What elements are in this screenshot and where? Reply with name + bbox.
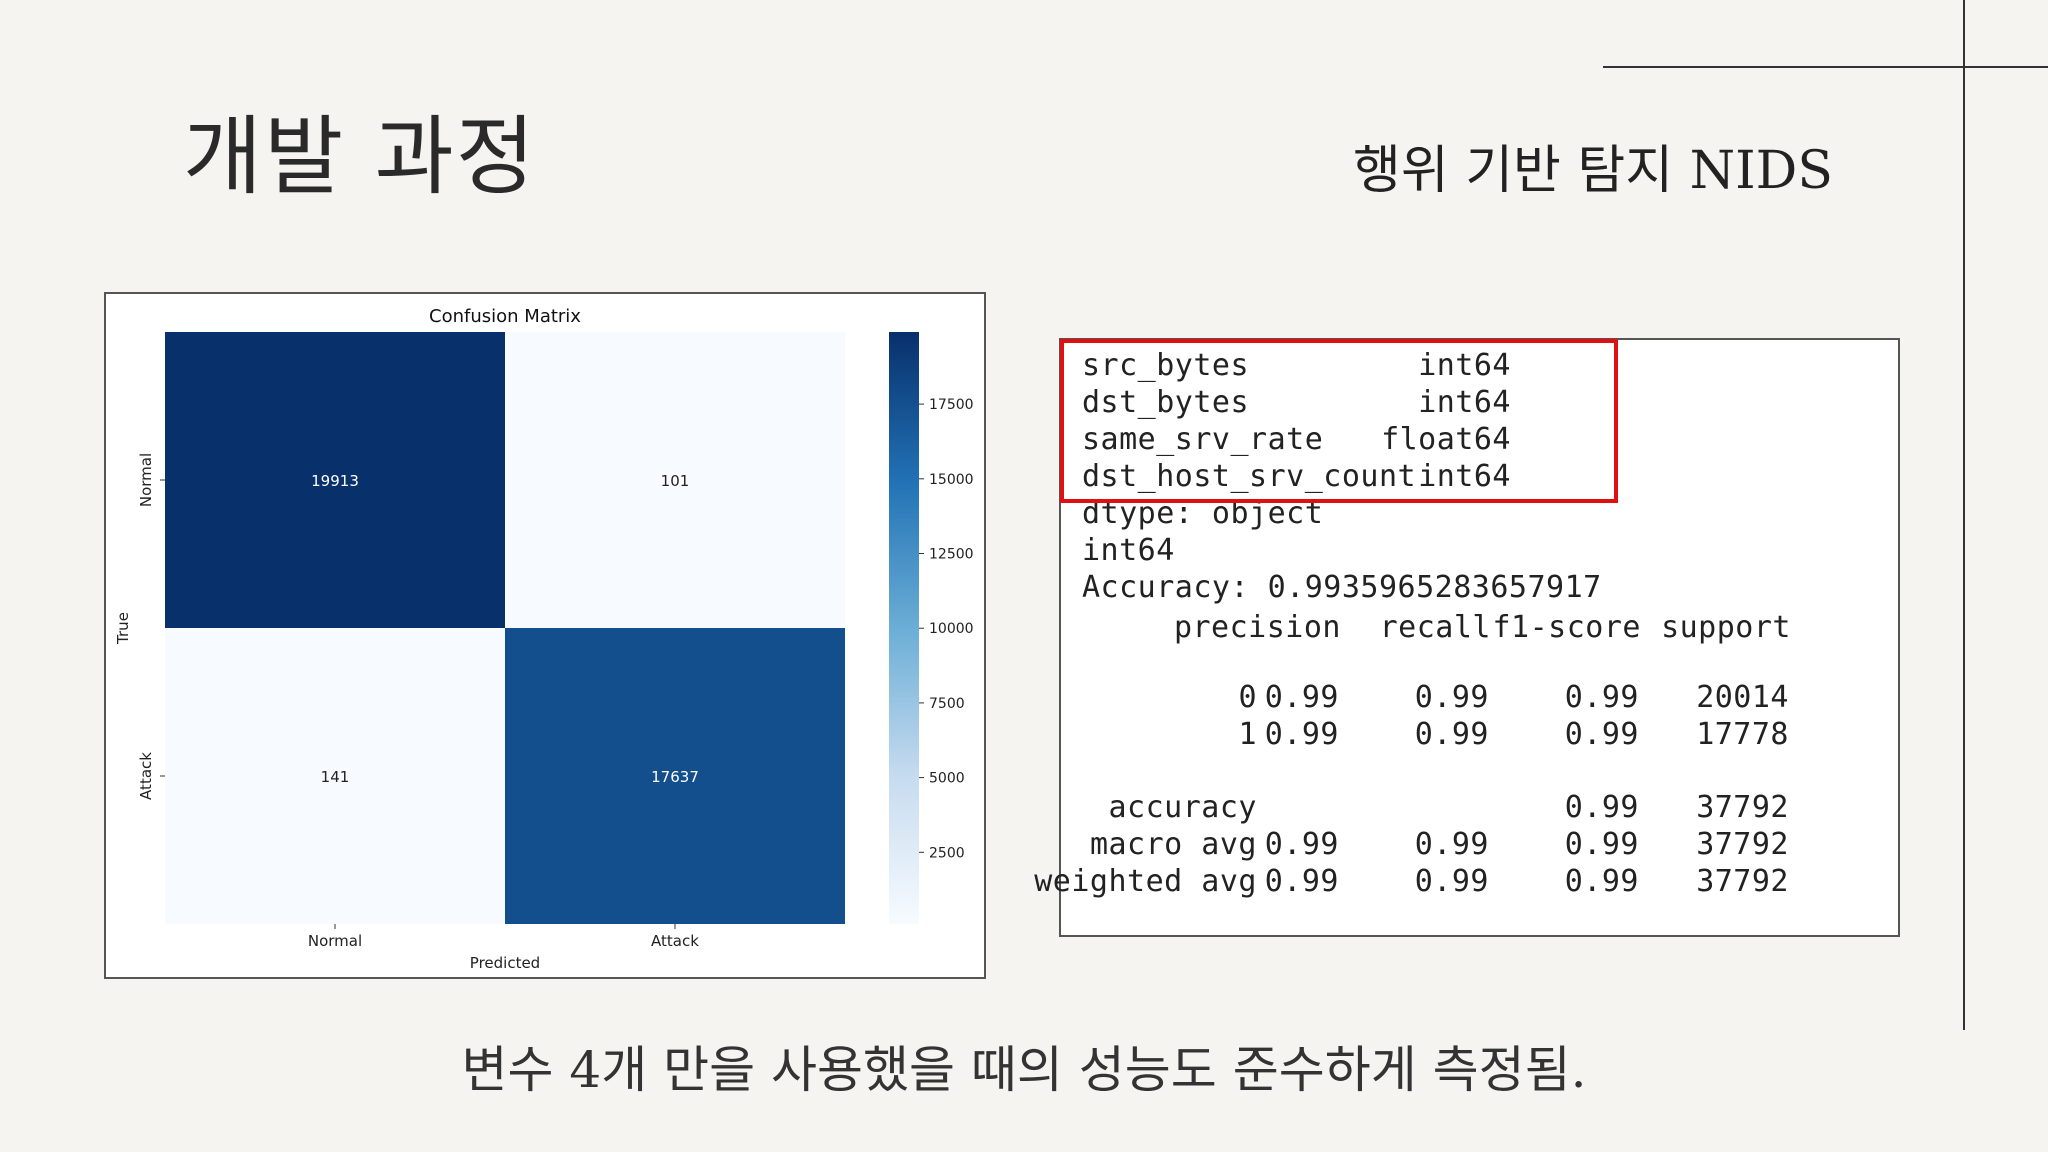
report-support: 17778: [1696, 717, 1789, 752]
x-tick-label: Normal: [308, 932, 362, 950]
colorbar: [889, 332, 919, 924]
report-column-header: support: [1661, 610, 1791, 645]
report-f1: 0.99: [1564, 864, 1639, 899]
y-tick-label: Normal: [137, 453, 155, 507]
decorative-line-horizontal: [1603, 66, 2048, 68]
report-precision: 0.99: [1264, 717, 1339, 752]
x-tick-label: Attack: [651, 932, 699, 950]
report-row-label: 0: [1238, 680, 1257, 715]
colorbar-tick-label: 12500: [929, 547, 974, 563]
feature-name: src_bytes: [1082, 348, 1250, 383]
chart-title: Confusion Matrix: [429, 306, 581, 327]
report-f1: 0.99: [1564, 680, 1639, 715]
colorbar-tick-label: 17500: [929, 397, 974, 413]
x-axis-label: Predicted: [470, 954, 540, 972]
report-precision: 0.99: [1264, 680, 1339, 715]
colorbar-tick-label: 5000: [929, 771, 965, 787]
cell-value-label: 19913: [311, 472, 359, 490]
cell-value-label: 141: [321, 768, 350, 786]
report-column-header: precision: [1173, 610, 1341, 645]
report-recall: 0.99: [1414, 864, 1489, 899]
decorative-line-vertical: [1963, 0, 1965, 1030]
feature-dtype: int64: [1418, 348, 1511, 383]
report-recall: 0.99: [1414, 827, 1489, 862]
cell-value-label: 17637: [651, 768, 699, 786]
colorbar-tick-label: 10000: [929, 621, 974, 637]
report-column-header: f1-score: [1492, 610, 1641, 645]
feature-name: dst_bytes: [1082, 385, 1250, 420]
feature-dtype: float64: [1381, 422, 1511, 457]
heatmap-cell: [505, 332, 845, 628]
colorbar-tick-label: 15000: [929, 472, 974, 488]
feature-name: same_srv_rate: [1082, 422, 1324, 457]
slide-title: 개발 과정: [183, 107, 537, 207]
slide-caption: 변수 4개 만을 사용했을 때의 성능도 준수하게 측정됨.: [461, 1041, 1587, 1099]
slide-subtitle: 행위 기반 탐지 NIDS: [1353, 141, 1833, 201]
accuracy-line: Accuracy: 0.9935965283657917: [1082, 570, 1602, 605]
report-recall: 0.99: [1414, 680, 1489, 715]
y-axis-label: True: [114, 612, 132, 645]
report-f1: 0.99: [1564, 827, 1639, 862]
report-summary-label: weighted avg: [1034, 864, 1257, 899]
colorbar-tick-label: 2500: [929, 845, 965, 861]
report-precision: 0.99: [1264, 864, 1339, 899]
report-f1: 0.99: [1564, 790, 1639, 825]
confusion-matrix-panel: 19913 101 141 17637 Confusion Matrix Normal At…: [104, 292, 986, 979]
report-precision: 0.99: [1264, 827, 1339, 862]
report-row-label: 1: [1238, 717, 1257, 752]
report-support: 37792: [1696, 864, 1789, 899]
classification-report-panel: src_bytes int64 dst_bytes int64 same_srv_rat…: [1034, 338, 1900, 937]
report-support: 37792: [1696, 790, 1789, 825]
feature-name: dst_host_srv_count: [1082, 459, 1417, 494]
heatmap-cell: [165, 628, 505, 924]
report-support: 20014: [1696, 680, 1789, 715]
confusion-matrix-chart: 19913 101 141 17637 Confusion Matrix Normal At…: [114, 306, 974, 972]
feature-dtype: int64: [1418, 385, 1511, 420]
cell-value-label: 101: [661, 472, 690, 490]
report-column-header: recall: [1379, 610, 1491, 645]
colorbar-tick-label: 7500: [929, 696, 965, 712]
report-support: 37792: [1696, 827, 1789, 862]
heatmap-cell: [505, 628, 845, 924]
heatmap-cell: [165, 332, 505, 628]
report-summary-label: accuracy: [1108, 790, 1257, 825]
feature-highlight-box: [1060, 339, 1618, 503]
report-recall: 0.99: [1414, 717, 1489, 752]
report-summary-label: macro avg: [1089, 827, 1257, 862]
report-f1: 0.99: [1564, 717, 1639, 752]
feature-dtype: int64: [1418, 459, 1511, 494]
y-tick-label: Attack: [137, 752, 155, 800]
int-line: int64: [1082, 533, 1175, 568]
